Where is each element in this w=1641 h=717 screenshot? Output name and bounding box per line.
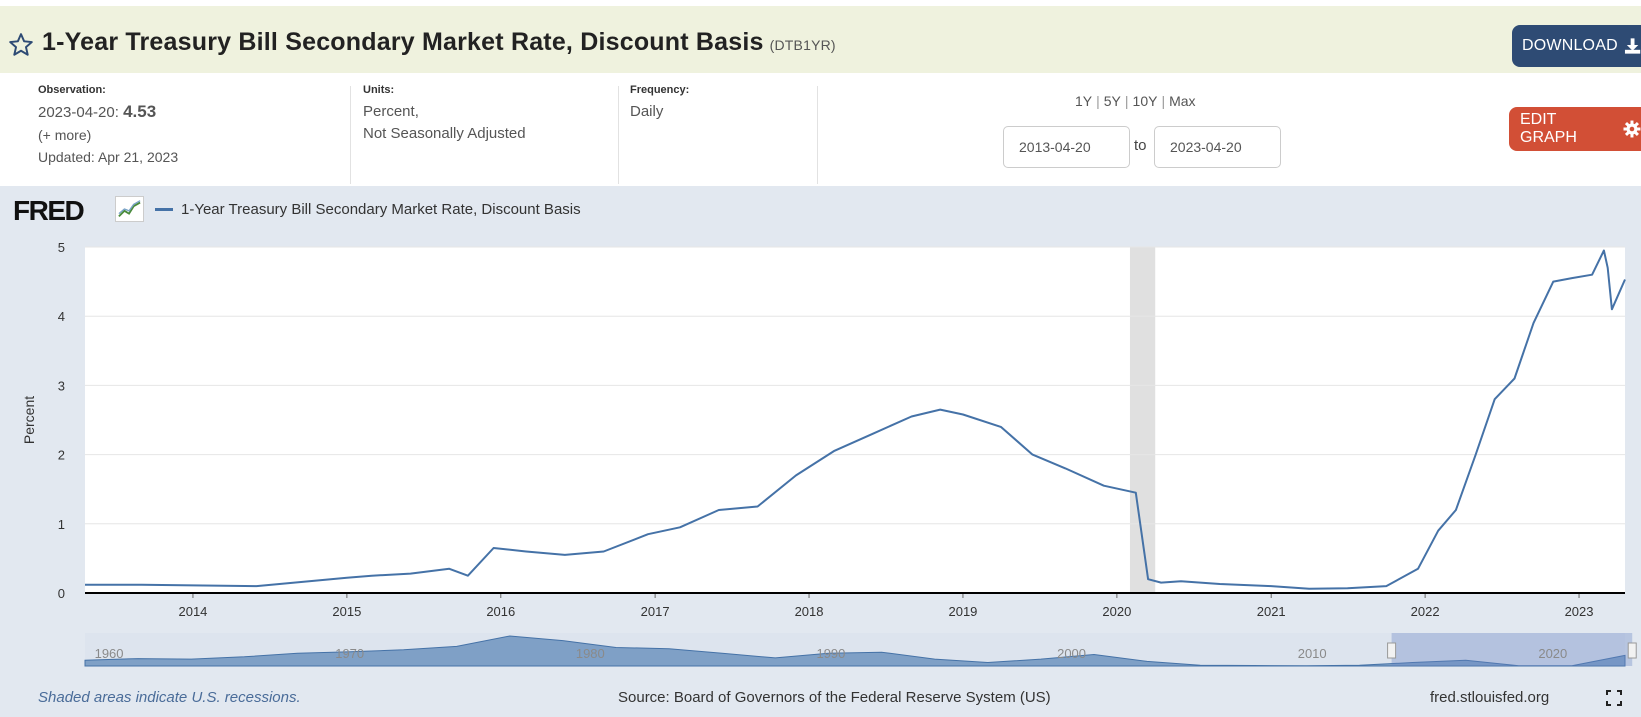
navigator-handle[interactable]	[1627, 642, 1637, 659]
fred-logo-chart-icon	[115, 196, 144, 222]
navigator-label: 1990	[816, 646, 845, 661]
navigator-label: 1960	[95, 646, 124, 661]
y-axis-label: Percent	[21, 396, 37, 444]
y-tick-label: 4	[58, 309, 65, 324]
navigator-label: 2000	[1057, 646, 1086, 661]
range-5y[interactable]: 5Y	[1103, 93, 1121, 109]
navigator-series	[84, 635, 1626, 667]
navigator-selection	[1391, 633, 1633, 666]
source-note: Source: Board of Governors of the Federa…	[618, 689, 1051, 706]
x-tick-label: 2017	[641, 604, 670, 619]
download-label: DOWNLOAD	[1522, 37, 1618, 54]
plot-background	[85, 247, 1625, 593]
units-line1: Percent,	[363, 103, 419, 120]
site-link[interactable]: fred.stlouisfed.org	[1430, 689, 1550, 706]
divider	[817, 86, 818, 184]
units-label: Units:	[363, 84, 395, 96]
observation-more-link[interactable]: (+ more)	[38, 127, 92, 143]
x-tick-label: 2014	[178, 604, 207, 619]
y-tick-label: 1	[58, 517, 65, 532]
x-tick-label: 2021	[1257, 604, 1286, 619]
y-tick-label: 2	[58, 448, 65, 463]
series-line	[85, 249, 1626, 590]
fred-logo: FRED	[13, 195, 85, 226]
x-tick-label: 2022	[1411, 604, 1440, 619]
navigator-label: 2020	[1538, 646, 1567, 661]
end-date-input[interactable]: 2023-04-20	[1154, 126, 1281, 168]
title-bar: 1-Year Treasury Bill Secondary Market Ra…	[0, 6, 1641, 73]
observation-number: 4.53	[123, 102, 157, 121]
legend-label: 1-Year Treasury Bill Secondary Market Ra…	[181, 201, 581, 218]
observation-block: Observation: 2023-04-20: 4.53 (+ more) U…	[38, 84, 178, 168]
x-tick-label: 2023	[1565, 604, 1594, 619]
navigator-handle[interactable]	[1387, 642, 1397, 659]
fullscreen-icon[interactable]	[1606, 690, 1622, 706]
recession-note: Shaded areas indicate U.S. recessions.	[38, 689, 301, 706]
edit-graph-button[interactable]: EDIT GRAPH	[1509, 107, 1641, 151]
to-label: to	[1134, 137, 1147, 154]
series-title: 1-Year Treasury Bill Secondary Market Ra…	[42, 28, 764, 56]
range-1y[interactable]: 1Y	[1075, 93, 1093, 109]
chart-legend: 1-Year Treasury Bill Secondary Market Ra…	[155, 201, 581, 218]
navigator-label: 1970	[335, 646, 364, 661]
y-tick-label: 5	[58, 240, 65, 255]
range-separator: |	[1161, 93, 1166, 109]
range-separator: |	[1096, 93, 1100, 109]
units-block: Units: Percent, Not Seasonally Adjusted	[363, 84, 526, 145]
divider	[350, 86, 351, 184]
frequency-value: Daily	[630, 103, 664, 120]
download-icon	[1624, 38, 1641, 54]
observation-date: 2023-04-20:	[38, 104, 119, 121]
frequency-label: Frequency:	[630, 84, 690, 96]
divider	[618, 86, 619, 184]
star-icon[interactable]	[8, 32, 34, 58]
gear-icon	[1623, 120, 1641, 138]
navigator-label: 2010	[1298, 646, 1327, 661]
range-separator: |	[1124, 93, 1129, 109]
y-tick-label: 3	[58, 378, 65, 393]
y-tick-label: 0	[58, 586, 65, 601]
x-tick-label: 2015	[332, 604, 361, 619]
series-id: (DTB1YR)	[769, 37, 836, 53]
observation-value: 2023-04-20: 4.53	[38, 101, 178, 124]
legend-swatch	[155, 208, 173, 211]
x-tick-label: 2018	[795, 604, 824, 619]
units-line2: Not Seasonally Adjusted	[363, 125, 526, 142]
range-10y[interactable]: 10Y	[1132, 93, 1158, 109]
page-title: 1-Year Treasury Bill Secondary Market Ra…	[42, 28, 836, 57]
observation-label: Observation:	[38, 84, 106, 96]
x-tick-label: 2016	[486, 604, 515, 619]
range-selector: 1Y | 5Y | 10Y | Max	[1075, 93, 1196, 109]
start-date-input[interactable]: 2013-04-20	[1003, 126, 1130, 168]
edit-graph-label: EDIT GRAPH	[1520, 111, 1577, 146]
x-tick-label: 2020	[1102, 604, 1131, 619]
updated-date: Updated: Apr 21, 2023	[38, 149, 179, 165]
navigator-label: 1980	[576, 646, 605, 661]
download-button[interactable]: DOWNLOAD	[1512, 25, 1641, 67]
frequency-block: Frequency: Daily	[630, 84, 689, 123]
x-tick-label: 2019	[948, 604, 977, 619]
range-max[interactable]: Max	[1169, 93, 1196, 109]
